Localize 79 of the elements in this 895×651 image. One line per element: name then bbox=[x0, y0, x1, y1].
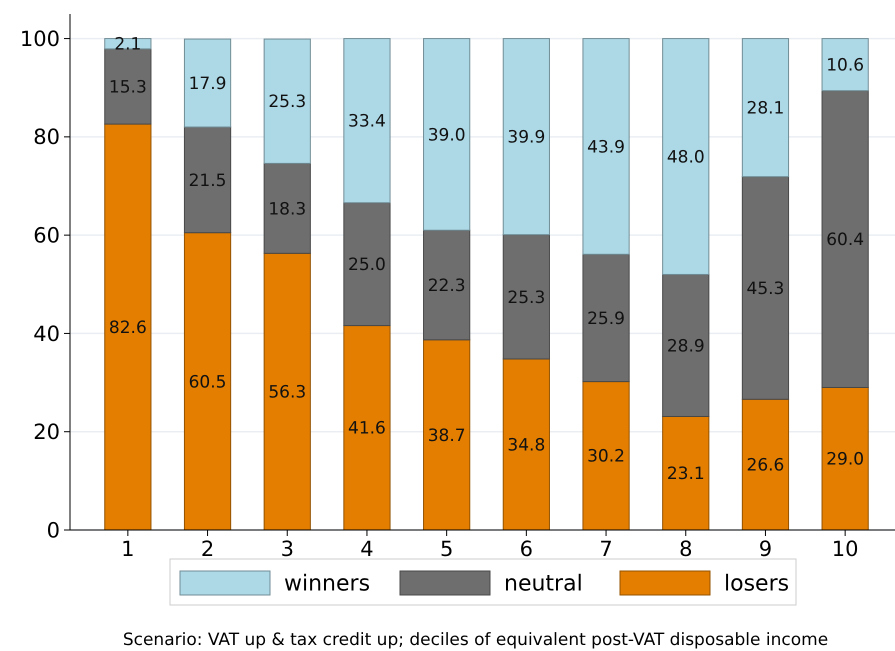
x-tick-label: 9 bbox=[758, 537, 772, 561]
x-tick-label: 8 bbox=[679, 537, 692, 561]
data-label: 48.0 bbox=[666, 147, 705, 168]
data-label: 15.3 bbox=[108, 77, 147, 98]
text: Scenario: VAT up & tax credit up; deciles of equivalent post-VAT disposable income bbox=[122, 630, 828, 650]
data-label: 28.9 bbox=[666, 336, 705, 356]
bar bbox=[662, 38, 710, 275]
data-label: 22.3 bbox=[428, 276, 466, 296]
x-tick-label: 6 bbox=[520, 537, 534, 561]
y-tick-label: 80 bbox=[33, 125, 60, 150]
legend-label: losers bbox=[724, 572, 790, 597]
x-tick-label: 2 bbox=[200, 537, 214, 561]
x-tick-label: 10 bbox=[832, 537, 859, 561]
bar bbox=[502, 38, 550, 236]
bar bbox=[822, 90, 869, 388]
bar bbox=[423, 230, 470, 340]
y-tick-label: 40 bbox=[33, 322, 60, 346]
bar bbox=[582, 38, 630, 255]
data-label: 17.9 bbox=[188, 74, 226, 94]
x-tick-label: 5 bbox=[440, 537, 454, 561]
data-label: 43.9 bbox=[587, 137, 625, 158]
data-label: 21.5 bbox=[188, 170, 226, 191]
bar bbox=[502, 234, 550, 360]
data-label: 10.6 bbox=[826, 56, 864, 76]
data-label: 25.3 bbox=[268, 92, 306, 112]
bar bbox=[662, 416, 710, 530]
data-label: 25.0 bbox=[348, 255, 386, 276]
bar bbox=[104, 48, 152, 125]
data-label: 39.9 bbox=[507, 128, 546, 148]
y-tick-label: 100 bbox=[20, 26, 60, 51]
bar bbox=[742, 176, 790, 400]
data-label: 30.2 bbox=[587, 446, 625, 467]
bar bbox=[264, 162, 311, 254]
data-label: 23.1 bbox=[666, 464, 705, 484]
bar bbox=[582, 254, 630, 382]
bar bbox=[822, 38, 869, 92]
data-label: 25.9 bbox=[587, 308, 625, 329]
y-tick-label: 60 bbox=[33, 223, 60, 248]
data-label: 18.3 bbox=[268, 199, 306, 220]
y-tick-label: 0 bbox=[46, 518, 60, 542]
legend-label: winners bbox=[284, 572, 370, 597]
bar bbox=[343, 202, 391, 326]
bar bbox=[742, 38, 790, 178]
data-label: 2.1 bbox=[114, 34, 142, 55]
x-tick-label: 4 bbox=[360, 537, 374, 561]
bar bbox=[423, 38, 470, 231]
data-label: 56.3 bbox=[268, 382, 306, 403]
bar bbox=[184, 126, 232, 234]
data-label: 33.4 bbox=[348, 112, 386, 132]
x-tick-label: 7 bbox=[599, 537, 613, 561]
bar bbox=[582, 381, 630, 530]
bar bbox=[184, 232, 232, 530]
x-tick-label: 3 bbox=[280, 537, 294, 561]
bar bbox=[742, 398, 790, 530]
data-label: 38.7 bbox=[428, 426, 466, 446]
bar bbox=[343, 38, 391, 204]
data-label: 41.6 bbox=[348, 418, 386, 439]
data-label: 28.1 bbox=[746, 98, 784, 119]
x-tick-label: 1 bbox=[121, 537, 135, 561]
bar bbox=[184, 38, 232, 128]
data-label: 39.0 bbox=[428, 125, 466, 146]
y-tick-label: 20 bbox=[33, 420, 60, 444]
bar bbox=[264, 38, 311, 164]
bar bbox=[662, 274, 710, 417]
data-label: 45.3 bbox=[746, 278, 784, 299]
data-label: 29.0 bbox=[826, 450, 864, 470]
data-label: 60.4 bbox=[826, 230, 864, 250]
bar bbox=[502, 358, 550, 530]
data-label: 82.6 bbox=[108, 318, 147, 338]
bar bbox=[264, 252, 311, 530]
data-label: 60.5 bbox=[188, 372, 226, 392]
data-label: 26.6 bbox=[746, 456, 784, 476]
bar bbox=[822, 386, 869, 530]
legend-label: neutral bbox=[504, 572, 583, 597]
bar bbox=[104, 124, 152, 530]
bar bbox=[423, 339, 470, 530]
data-label: 34.8 bbox=[507, 435, 546, 456]
data-label: 25.3 bbox=[507, 288, 546, 308]
bar bbox=[343, 325, 391, 530]
